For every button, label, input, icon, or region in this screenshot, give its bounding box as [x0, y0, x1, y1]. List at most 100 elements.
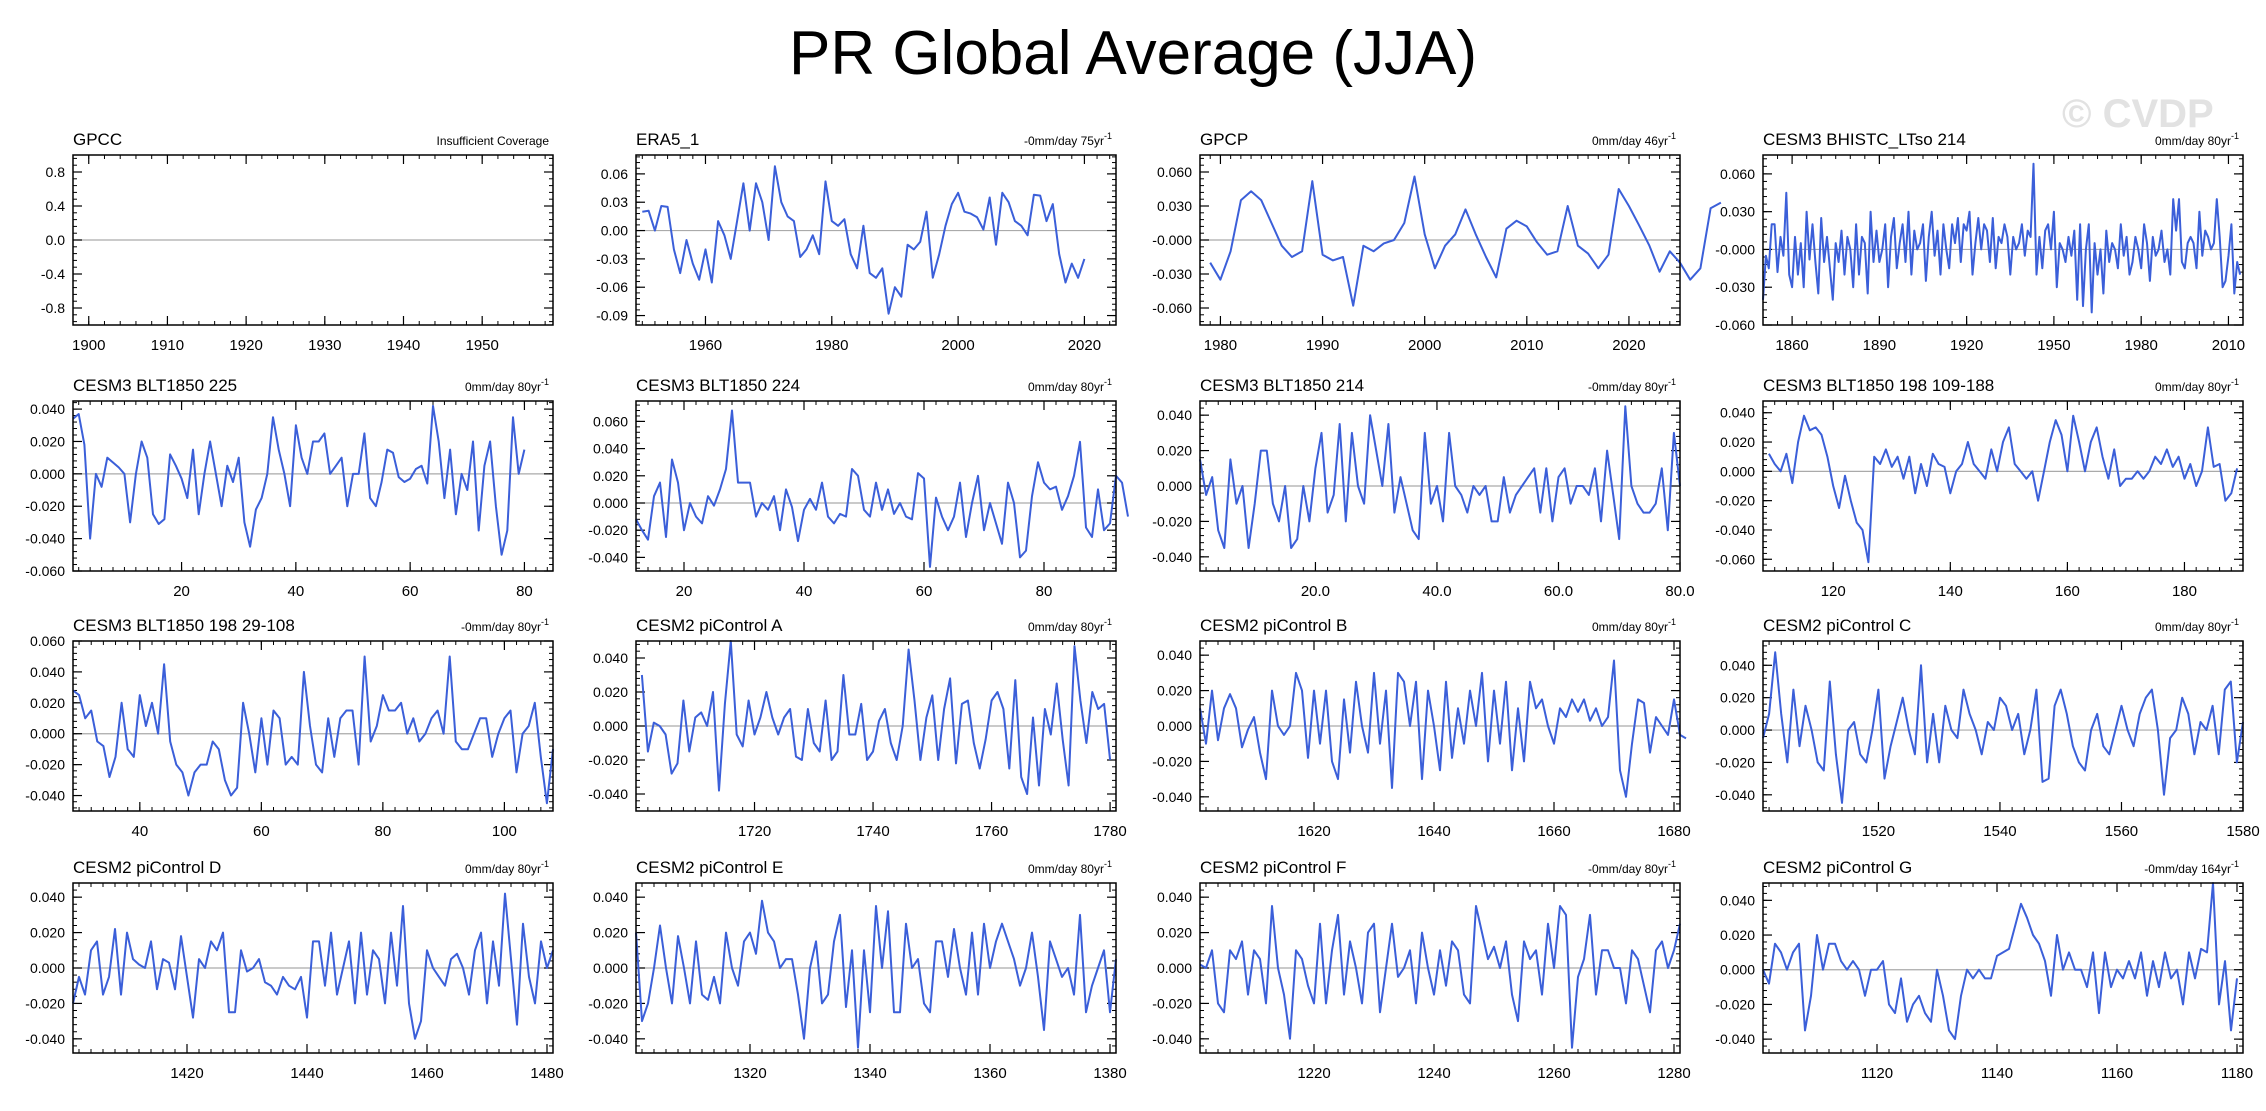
y-tick-label: 0.000 — [30, 466, 65, 482]
x-tick-label: 80 — [375, 823, 392, 840]
y-tick-label: -0.09 — [596, 308, 628, 324]
panel-title: CESM2 piControl G — [1763, 858, 1912, 877]
y-tick-label: 0.000 — [593, 718, 628, 734]
trend-superscript: -1 — [1668, 131, 1676, 141]
panel-15: CESM2 piControl F -0mm/day 80yr-1 1220 1240… — [1152, 858, 1690, 1082]
x-tick-label: 80.0 — [1665, 583, 1694, 600]
panel-9: CESM3 BLT1850 198 29-108 -0mm/day 80yr-1 4… — [25, 616, 554, 840]
plot-frame — [635, 882, 1117, 1054]
y-tick-label: 0.020 — [593, 684, 628, 700]
panel-title: CESM3 BLT1850 198 29-108 — [73, 616, 295, 635]
x-tick-label: 1260 — [1537, 1065, 1570, 1082]
trend-label: -0mm/day 80yr-1 — [1588, 377, 1676, 394]
y-tick-label: 0.020 — [593, 468, 628, 484]
x-tick-label: 120 — [1821, 583, 1846, 600]
series-line — [1199, 405, 1681, 549]
y-tick-label: 0.060 — [1157, 164, 1192, 180]
plot-frame — [635, 400, 1117, 572]
y-tick-label: -0.000 — [1152, 232, 1192, 248]
x-tick-label: 1440 — [290, 1065, 323, 1082]
y-tick-label: 0.000 — [30, 726, 65, 742]
series-line — [1209, 175, 1722, 307]
trend-superscript: -1 — [541, 617, 549, 627]
x-tick-label: 40.0 — [1422, 583, 1451, 600]
panel-title: CESM2 piControl C — [1763, 616, 1911, 635]
y-tick-label: 0.040 — [1157, 407, 1192, 423]
panel-11: CESM2 piControl B 0mm/day 80yr-1 1620 1640 1… — [1152, 616, 1690, 840]
y-tick-label: -0.040 — [1715, 522, 1755, 538]
y-tick-label: -0.020 — [1715, 996, 1755, 1012]
x-tick-label: 1860 — [1775, 337, 1808, 354]
x-tick-label: 2000 — [941, 337, 974, 354]
x-tick-label: 20 — [173, 583, 190, 600]
y-tick-label: 0.020 — [1157, 683, 1192, 699]
x-tick-label: 1240 — [1417, 1065, 1450, 1082]
cvdp-watermark: © CVDP — [2062, 92, 2214, 136]
x-tick-label: 20.0 — [1301, 583, 1330, 600]
x-tick-label: 160 — [2055, 583, 2080, 600]
y-tick-label: 0.040 — [1720, 892, 1755, 908]
y-tick-label: -0.020 — [588, 995, 628, 1011]
x-tick-label: 1720 — [738, 823, 771, 840]
series-line — [1762, 651, 2244, 804]
y-tick-label: 0.030 — [1720, 204, 1755, 220]
trend-label: -0mm/day 75yr-1 — [1024, 131, 1112, 148]
x-tick-label: 100 — [492, 823, 517, 840]
trend-label: 0mm/day 80yr-1 — [1592, 617, 1676, 634]
y-tick-label: -0.03 — [596, 251, 628, 267]
x-tick-label: 1280 — [1657, 1065, 1690, 1082]
y-tick-label: 0.060 — [1720, 166, 1755, 182]
y-tick-label: -0.030 — [1715, 279, 1755, 295]
y-tick-label: 0.000 — [593, 495, 628, 511]
y-tick-label: 0.040 — [593, 650, 628, 666]
trend-label: Insufficient Coverage — [436, 134, 549, 148]
plot-frame — [1762, 882, 2244, 1054]
x-tick-label: 1890 — [1863, 337, 1896, 354]
x-tick-label: 80 — [1036, 583, 1053, 600]
trend-label: 0mm/day 80yr-1 — [465, 377, 549, 394]
x-tick-label: 40 — [131, 823, 148, 840]
plot-frame — [1762, 640, 2244, 812]
x-tick-label: 1740 — [856, 823, 889, 840]
x-tick-label: 1540 — [1983, 823, 2016, 840]
panel-1: GPCC Insufficient Coverage 1900 1910 1920 193… — [41, 130, 554, 354]
panel-title: CESM3 BLT1850 198 109-188 — [1763, 376, 1994, 395]
trend-superscript: -1 — [1104, 859, 1112, 869]
panel-2: ERA5_1 -0mm/day 75yr-1 1960 1980 2000 2020 0.0… — [596, 130, 1117, 354]
y-tick-label: -0.020 — [1152, 995, 1192, 1011]
trend-label: 0mm/day 80yr-1 — [2155, 377, 2239, 394]
x-tick-label: 1480 — [530, 1065, 563, 1082]
y-tick-label: -0.040 — [25, 788, 65, 804]
y-tick-label: -0.040 — [1152, 789, 1192, 805]
trend-superscript: -1 — [1668, 377, 1676, 387]
trend-superscript: -1 — [2231, 617, 2239, 627]
panel-10: CESM2 piControl A 0mm/day 80yr-1 1720 1740 1… — [588, 616, 1126, 840]
trend-label: -0mm/day 80yr-1 — [1588, 859, 1676, 876]
y-tick-label: 0.03 — [601, 194, 628, 210]
y-tick-label: -0.8 — [41, 300, 65, 316]
trend-label: 0mm/day 80yr-1 — [1028, 859, 1112, 876]
panel-title: CESM2 piControl E — [636, 858, 783, 877]
y-tick-label: 0.020 — [1720, 434, 1755, 450]
x-tick-label: 40 — [288, 583, 305, 600]
y-tick-label: -0.040 — [1152, 549, 1192, 565]
y-tick-label: 0.020 — [30, 925, 65, 941]
y-tick-label: -0.040 — [588, 549, 628, 565]
y-tick-label: -0.020 — [1152, 753, 1192, 769]
y-tick-label: 0.4 — [46, 198, 66, 214]
plot-frame — [72, 882, 554, 1054]
x-tick-label: 1910 — [151, 337, 184, 354]
series-line — [635, 409, 1129, 568]
plot-frame — [1762, 154, 2244, 326]
y-tick-label: -0.020 — [25, 498, 65, 514]
y-tick-label: 0.000 — [30, 960, 65, 976]
x-tick-label: 1220 — [1297, 1065, 1330, 1082]
y-tick-label: -0.060 — [1715, 317, 1755, 333]
panel-14: CESM2 piControl E 0mm/day 80yr-1 1320 1340 1… — [588, 858, 1126, 1082]
x-tick-label: 1980 — [1204, 337, 1237, 354]
x-tick-label: 1940 — [387, 337, 420, 354]
y-tick-label: 0.000 — [1720, 463, 1755, 479]
x-tick-label: 1560 — [2105, 823, 2138, 840]
y-tick-label: -0.020 — [1715, 754, 1755, 770]
y-tick-label: 0.8 — [46, 164, 66, 180]
